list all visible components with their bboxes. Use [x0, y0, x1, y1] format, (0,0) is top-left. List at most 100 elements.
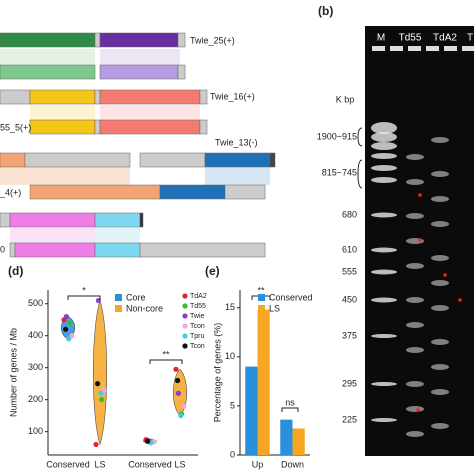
gene-block [9, 242, 16, 258]
block-label: Twie_25(+) [190, 35, 235, 45]
block-label: _4(+) [0, 187, 21, 197]
y-axis-label: Number of genes / Mb [8, 328, 18, 417]
point [98, 390, 104, 396]
size-label: 555 [342, 266, 357, 276]
gene-block [29, 89, 96, 105]
legend-swatch [258, 305, 265, 312]
unit-label: K bp [336, 94, 355, 104]
sample-band [406, 406, 424, 412]
gene-block [177, 64, 186, 80]
sample-band [431, 255, 449, 261]
gene-block [94, 119, 101, 135]
legend-swatch [115, 305, 122, 312]
gene-block [224, 184, 266, 200]
marker-band [371, 142, 397, 150]
bar [280, 419, 293, 455]
gene-block [14, 242, 96, 258]
point [178, 413, 184, 419]
legend-text: TdA2 [190, 293, 207, 300]
legend-text: Non-core [126, 303, 163, 313]
link-shade [100, 105, 200, 120]
bar [245, 366, 258, 455]
legend-text: Twie [190, 313, 205, 320]
gene-block [0, 32, 96, 48]
size-label: 295 [342, 378, 357, 388]
point [175, 377, 181, 384]
link-shade [0, 49, 95, 65]
size-label: 680 [342, 209, 357, 219]
sample-band [406, 297, 424, 303]
marker-band [371, 122, 397, 134]
x-tick-label: Down [281, 459, 304, 469]
gene-block [0, 152, 26, 168]
band-dot [418, 238, 422, 242]
gene-block [0, 89, 31, 105]
well [444, 46, 457, 51]
point [101, 387, 107, 393]
x-tick-label: Conserved [128, 459, 172, 469]
sig-bracket [281, 407, 299, 412]
sig-label: ** [162, 349, 170, 359]
sample-band [406, 431, 424, 437]
gene-block [99, 89, 201, 105]
point [63, 313, 69, 320]
gene-block [9, 212, 96, 228]
legend-text: Tcon [190, 343, 205, 350]
size-label: 450 [342, 294, 357, 304]
sig-bracket [149, 359, 183, 364]
violin [92, 299, 108, 446]
marker-band [371, 212, 397, 218]
well [372, 46, 385, 51]
block-label: Twie_13(-) [215, 137, 258, 147]
lane-label: M [377, 33, 385, 44]
marker-band [371, 334, 397, 338]
size-label: 815~745 [322, 167, 357, 177]
sample-band [406, 347, 424, 353]
gene-block [99, 119, 201, 135]
y-tick-label: 0 [230, 449, 235, 459]
gene-block [29, 184, 161, 200]
sample-band [431, 364, 449, 370]
sample-band [406, 263, 424, 269]
legend-swatch [115, 294, 122, 301]
gene-block [177, 32, 186, 48]
marker-band [371, 165, 397, 171]
y-tick-label: 100 [28, 426, 43, 436]
gene-block [94, 212, 141, 228]
sig-label: * [82, 285, 86, 295]
y-tick-label: 5 [230, 400, 235, 410]
well [462, 46, 474, 51]
legend-text: Conserved [269, 292, 313, 302]
legend-dot [182, 333, 188, 339]
link-shade [95, 228, 140, 243]
legend-dot [182, 343, 188, 349]
point [99, 397, 105, 403]
legend-dot [182, 303, 188, 309]
marker-band [371, 297, 397, 303]
sample-band [431, 196, 449, 202]
gene-block [24, 152, 131, 168]
gene-block [139, 242, 266, 258]
legend-dot [182, 293, 188, 299]
y-axis-label: Percentage of genes (%) [212, 323, 222, 423]
sample-band [431, 280, 449, 286]
marker-band [371, 247, 397, 253]
brace [357, 127, 363, 147]
gene-block [94, 89, 101, 105]
gene-block [99, 32, 179, 48]
gene-block [29, 119, 96, 135]
x-tick-label: Conserved [46, 459, 90, 469]
sample-band [431, 137, 449, 143]
brace [357, 159, 363, 189]
bar [292, 428, 305, 455]
marker-band [371, 177, 397, 183]
gene-block [99, 64, 179, 80]
panel-label: (b) [318, 4, 333, 18]
block-label: 0 [0, 244, 5, 254]
link-shade [10, 228, 95, 243]
point [67, 320, 73, 326]
legend-text: Tcon [190, 323, 205, 330]
legend-text: LS [269, 303, 280, 313]
legend-swatch [258, 294, 265, 301]
